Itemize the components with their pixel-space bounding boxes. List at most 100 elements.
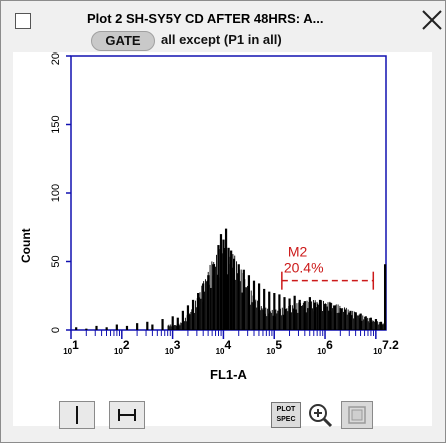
histogram-bar [247,275,251,330]
histogram-bar [315,307,317,330]
histogram-bar [355,313,357,330]
histogram-bar [205,281,207,330]
histogram-bar [367,321,369,330]
histogram-bar [327,302,329,330]
histogram-bar [345,307,347,330]
plot-area[interactable]: 0 50 100 150 200 101 102 103 104 105 106 107.2 M2 20.… [13,52,432,426]
plot-spec-button[interactable]: PLOT SPEC [271,402,301,428]
histogram-bar [257,300,259,330]
histogram-bar [200,298,202,330]
histogram-bar [248,296,249,330]
histogram-bar [355,316,356,330]
histogram-bar [182,321,184,330]
histogram-bar [229,256,231,330]
histogram-bar [366,317,368,330]
histogram-bar [213,262,215,330]
histogram-bar [217,249,219,330]
histogram-bar [173,325,174,330]
histogram-bar [333,305,335,330]
histogram-bar [290,304,291,330]
histogram-bar [179,325,181,330]
histogram-bar [236,261,238,330]
range-marker-button[interactable] [109,401,145,429]
histogram-bar [183,321,185,330]
histogram-bar [223,261,225,330]
histogram-bar [204,291,206,330]
histogram-bar [224,247,226,330]
x-tick-label: 104 [216,338,232,356]
histogram-bar [240,269,242,330]
x-tick-label: 106 [317,338,333,356]
histogram-bar [173,325,175,330]
histogram-bar [235,279,237,330]
histogram-bar [265,307,267,330]
histogram-bar [319,301,321,330]
histogram-bar [324,303,326,330]
histogram-bar [300,303,302,330]
histogram-bar [234,255,236,330]
vertical-marker-button[interactable] [59,401,95,429]
histogram-bar [365,318,366,330]
histogram-bar [226,274,228,330]
histogram-bar [226,246,227,330]
histogram-bar [248,287,250,330]
y-axis-label: Count [19,228,33,263]
histogram-bar [340,310,342,330]
histogram-bar [376,321,378,330]
histogram-bar [365,318,367,330]
select-checkbox[interactable] [15,13,31,29]
histogram-bar [331,302,333,330]
histogram-bar [201,285,203,330]
x-axis-label: FL1-A [210,367,247,382]
histogram-bar [230,257,232,330]
histogram-bar [267,308,269,330]
histogram-bar [326,306,328,330]
x-tick-label: 102 [114,338,130,356]
histogram-bar [332,308,334,330]
gate-button[interactable]: GATE [91,31,155,51]
histogram-bar [188,313,190,330]
histogram-bar [286,308,288,330]
zoom-button[interactable] [305,401,335,429]
histogram-bar [238,269,240,330]
histogram-bar [181,310,184,330]
histogram-bar [186,305,190,330]
plot-title: Plot 2 SH-SY5Y CD AFTER 48HRS: A... [87,11,324,26]
histogram-bar [364,316,366,330]
histogram-bar [281,307,283,330]
y-tick-label: 150 [50,115,62,133]
histogram-bar [186,315,188,330]
histogram-bar [363,319,365,330]
x-tick-label: 101 [63,338,79,356]
histogram-bar [237,270,239,330]
histogram-bar [352,310,354,330]
histogram-bar [220,264,222,330]
close-icon[interactable] [417,5,446,35]
histogram-bar [349,312,351,330]
histogram-bar [295,309,297,330]
histogram-bar [373,321,375,330]
histogram-bar [216,254,217,330]
y-tick-label: 50 [50,255,62,267]
marker-name: M2 [288,244,308,260]
histogram-bar [353,318,355,330]
histogram-bar [262,309,264,330]
histogram-bar [381,323,383,330]
histogram-bar [293,306,295,330]
histogram-bar [378,322,380,330]
histogram-bar [283,307,285,330]
histogram-bar [293,295,296,330]
histogram-bar [211,261,213,330]
histogram-bar [181,323,183,330]
histogram-bar [176,324,178,330]
histogram-bar [75,327,78,330]
fit-frame-button[interactable] [341,401,373,429]
plot-spec-label-bottom: SPEC [276,416,296,423]
histogram-bar [303,308,305,330]
histogram-bar [376,323,377,330]
x-tick-label: 107.2 [373,338,399,356]
histogram-bar [197,299,199,330]
histogram-bar [379,323,381,330]
histogram-bar [308,301,310,330]
histogram-bar [196,298,198,330]
